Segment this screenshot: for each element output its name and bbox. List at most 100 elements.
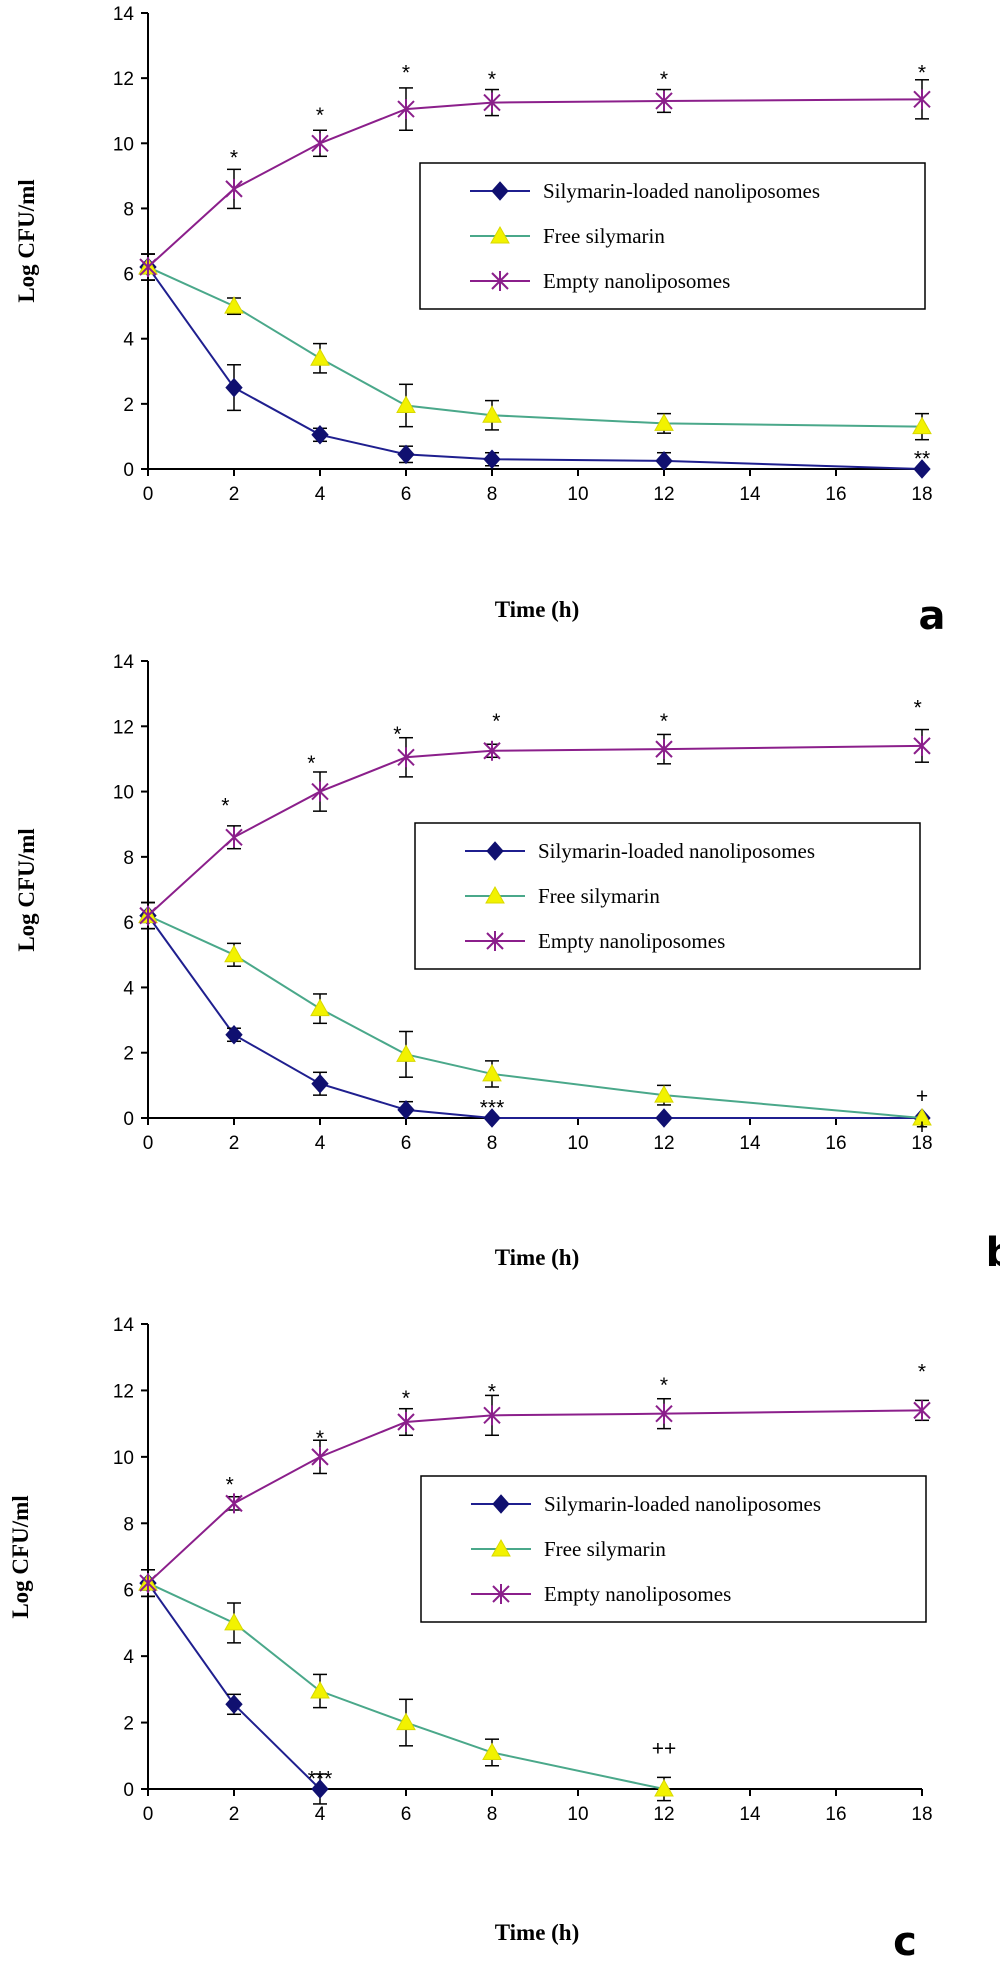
legend-marker [485,885,505,904]
x-tick-label: 18 [911,1804,932,1825]
y-tick-label: 10 [113,134,134,155]
legend-label: Empty nanoliposomes [544,1582,731,1606]
significance-mark: * [918,1361,926,1384]
x-tick-label: 14 [739,1133,761,1154]
x-tick-label: 6 [401,484,412,505]
legend-item: Silymarin-loaded nanoliposomes [470,179,820,203]
legend: Silymarin-loaded nanoliposomes Free silym… [420,1475,927,1623]
significance-mark: * [221,795,229,818]
y-tick-label: 4 [123,330,134,351]
data-point-triangle [654,413,674,431]
legend-marker [492,1584,510,1604]
legend-item: Empty nanoliposomes [465,929,725,953]
legend-label: Empty nanoliposomes [543,269,730,293]
data-point-star [139,905,157,926]
data-point-star [483,1405,501,1426]
y-tick-label: 10 [113,783,134,804]
x-axis-label: Time (h) [495,597,580,622]
data-point-triangle [310,1680,330,1699]
y-tick-label: 14 [113,1315,135,1336]
data-point-star [483,740,501,761]
significance-mark: + [916,1085,928,1108]
data-point-star [913,89,931,110]
data-point-star [225,178,243,199]
legend-label: Silymarin-loaded nanoliposomes [544,1492,821,1516]
significance-mark: * [307,752,315,775]
y-tick-label: 14 [113,652,135,673]
data-point-triangle [654,1778,674,1797]
legend-marker [486,931,504,951]
significance-mark: * [660,68,668,91]
significance-mark: * [226,1473,234,1496]
significance-mark: + [916,1116,928,1139]
data-point-triangle [912,416,932,435]
panel-letter: c [893,1919,917,1965]
significance-mark: * [492,710,500,733]
x-tick-label: 4 [315,1804,326,1825]
data-point-triangle [482,405,502,423]
significance-mark: ++ [652,1737,677,1760]
x-tick-label: 2 [229,484,240,505]
y-tick-label: 2 [123,395,134,416]
legend-item: Silymarin-loaded nanoliposomes [471,1492,821,1516]
x-tick-label: 6 [401,1804,412,1825]
legend-marker [491,1538,511,1557]
legend-label: Empty nanoliposomes [538,929,725,953]
y-tick-label: 6 [123,1581,134,1602]
data-point-star [311,133,329,154]
significance-mark: * [660,1374,668,1397]
legend-item: Free silymarin [471,1537,666,1561]
legend-label: Free silymarin [538,884,660,908]
data-point-diamond [913,459,931,479]
data-point-star [655,90,673,111]
x-tick-label: 6 [401,1133,412,1154]
significance-mark: * [316,1427,324,1450]
y-tick-label: 8 [123,1514,134,1535]
y-tick-label: 4 [123,1647,134,1668]
significance-mark: * [316,104,324,127]
x-tick-label: 0 [143,1804,154,1825]
y-axis-label: Log CFU/ml [14,828,39,951]
legend-item: Empty nanoliposomes [470,269,730,293]
legend-marker [490,225,510,244]
x-tick-label: 16 [825,484,846,505]
data-point-diamond [397,444,415,465]
series-line-1 [147,1582,665,1790]
legend: Silymarin-loaded nanoliposomes Free silym… [414,822,921,970]
y-tick-label: 12 [113,717,134,738]
y-tick-label: 0 [123,1109,134,1130]
significance-mark: *** [308,1767,333,1790]
legend-label: Silymarin-loaded nanoliposomes [538,839,815,863]
data-point-star [311,1446,329,1467]
y-tick-label: 14 [113,4,135,25]
significance-mark: *** [480,1097,505,1120]
legend-item: Empty nanoliposomes [471,1582,731,1606]
data-point-star [397,747,415,768]
data-point-star [139,1573,157,1594]
data-point-triangle [654,1085,674,1103]
legend-item: Free silymarin [470,224,665,248]
data-point-triangle [310,348,330,366]
data-point-star [397,99,415,120]
legend-marker [491,271,509,291]
data-point-triangle [396,1044,416,1062]
x-tick-label: 16 [825,1804,846,1825]
data-point-diamond [483,449,501,469]
data-point-diamond [397,1100,415,1120]
chart-panel-a: 0 2 4 6 8 10 12 14 0 2 4 6 8 10 12 14 16 18 Time (h) Log CF… [14,4,946,639]
x-axis-label: Time (h) [495,1245,580,1270]
panel-letter: b [986,1230,1000,1276]
significance-mark: * [402,1387,410,1410]
x-tick-label: 8 [487,1133,498,1154]
y-tick-label: 2 [123,1714,134,1735]
data-point-triangle [482,1063,502,1082]
data-point-triangle [224,296,244,314]
data-point-star [913,735,931,756]
x-tick-label: 2 [229,1133,240,1154]
legend-item: Silymarin-loaded nanoliposomes [465,839,815,863]
y-tick-label: 12 [113,1381,134,1402]
y-tick-label: 0 [123,1780,134,1801]
y-tick-label: 2 [123,1044,134,1065]
significance-mark: * [914,697,922,720]
